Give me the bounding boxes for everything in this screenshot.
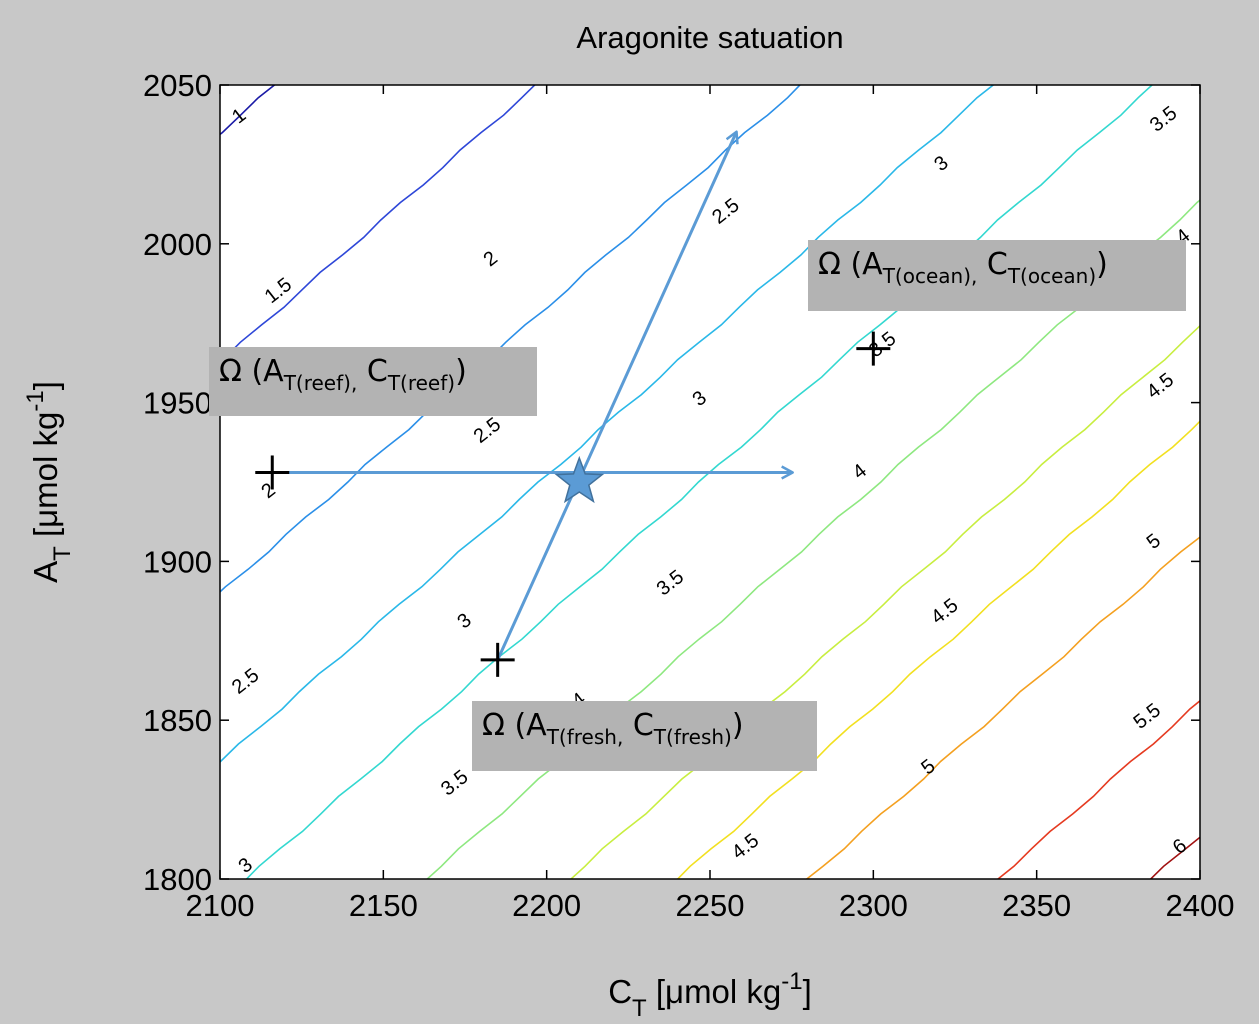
x-label-sub: T: [632, 995, 647, 1022]
contour-line-4-5: [676, 420, 1200, 879]
y-label-close: ]: [27, 381, 64, 390]
y-label-sup: -1: [22, 390, 49, 411]
contour-line-1: [220, 85, 276, 136]
omega-symbol: Ω: [219, 354, 242, 389]
x-axis-label: CT [μmol kg-1]: [608, 968, 812, 1022]
contour-line-5-5: [996, 699, 1200, 879]
y-tick-label: 2000: [143, 227, 212, 262]
axes: 2100 2150 2200 2250 2300 2350 2400 1800 1850 1900…: [143, 68, 1234, 923]
contour-line-1-5: [220, 85, 536, 364]
x-tick-label: 2350: [1002, 888, 1071, 923]
plus-marker-reef: [255, 455, 290, 490]
y-tick-label: 1850: [143, 703, 212, 738]
x-tick-label: 2100: [186, 888, 255, 923]
omega-symbol: Ω: [482, 708, 505, 743]
y-tick-label: 1950: [143, 386, 212, 421]
plus-marker-ocean: [856, 331, 891, 366]
x-label-close: ]: [803, 973, 812, 1010]
y-axis-label: AT [μmol kg-1]: [22, 381, 76, 583]
contour-line-3: [245, 85, 1154, 879]
contour-line-5: [805, 536, 1200, 879]
star-marker: [554, 455, 605, 504]
annotation-ocean: Ω (AT(ocean), CT(ocean)): [808, 240, 1186, 311]
x-label-main: C: [608, 973, 632, 1010]
annotation-fresh: Ω (AT(fresh, CT(fresh)): [472, 701, 817, 771]
y-label-sub: T: [49, 546, 76, 561]
contour-line-3-5: [426, 199, 1200, 879]
x-label-unit: [μmol kg: [647, 973, 782, 1010]
contour-line-2-5: [220, 85, 995, 764]
x-tick-label: 2300: [839, 888, 908, 923]
x-tick-label: 2150: [349, 888, 418, 923]
y-tick-label: 1900: [143, 544, 212, 579]
chart-title: Aragonite satuation: [576, 20, 843, 55]
y-label-unit: [μmol kg: [27, 412, 64, 547]
omega-symbol: Ω: [818, 247, 841, 282]
contour-line-2: [220, 85, 802, 594]
plus-marker-fresh: [480, 642, 515, 677]
contour-line-4: [569, 324, 1200, 879]
x-label-sup: -1: [781, 968, 802, 995]
x-tick-label: 2200: [512, 888, 581, 923]
y-label-main: A: [27, 561, 64, 583]
annotation-reef: Ω (AT(reef), CT(reef)): [209, 347, 537, 416]
x-tick-label: 2250: [676, 888, 745, 923]
y-tick-label: 2050: [143, 68, 212, 103]
mixing-arrow: [496, 133, 736, 661]
y-tick-label: 1800: [143, 862, 212, 897]
x-tick-label: 2400: [1166, 888, 1235, 923]
data-markers: [255, 133, 891, 677]
